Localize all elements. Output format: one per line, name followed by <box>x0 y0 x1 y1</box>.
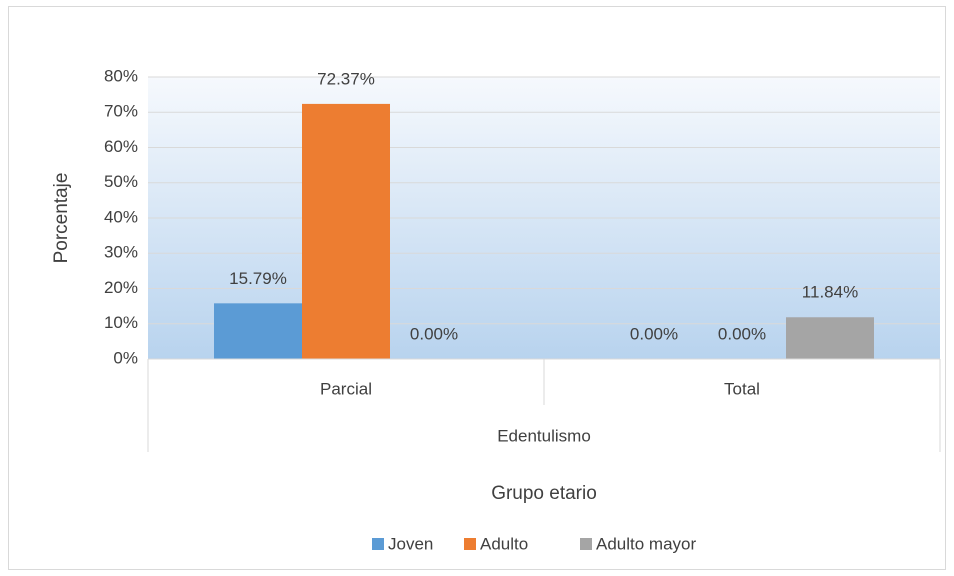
legend-label: Joven <box>388 534 433 553</box>
y-tick-label: 30% <box>104 243 138 262</box>
y-tick-label: 10% <box>104 313 138 332</box>
x-axis-title: Grupo etario <box>491 483 597 504</box>
y-tick-label: 60% <box>104 137 138 156</box>
data-label: 15.79% <box>229 269 287 288</box>
bar <box>214 303 302 359</box>
y-tick-label: 40% <box>104 207 138 226</box>
legend-swatch <box>372 538 384 550</box>
data-label: 72.37% <box>317 69 375 88</box>
y-tick-label: 80% <box>104 66 138 85</box>
y-tick-label: 50% <box>104 172 138 191</box>
y-tick-label: 0% <box>113 348 138 367</box>
group-label: Edentulismo <box>497 426 591 445</box>
data-label: 0.00% <box>718 324 766 343</box>
y-tick-label: 20% <box>104 278 138 297</box>
legend-swatch <box>580 538 592 550</box>
data-label: 0.00% <box>410 324 458 343</box>
bar <box>302 103 390 359</box>
y-tick-label: 70% <box>104 102 138 121</box>
x-tick-label: Parcial <box>320 379 372 398</box>
legend-swatch <box>464 538 476 550</box>
legend-label: Adulto <box>480 534 528 553</box>
data-label: 0.00% <box>630 324 678 343</box>
y-axis-title: Porcentaje <box>51 173 72 264</box>
data-label: 11.84% <box>802 283 858 302</box>
bar <box>786 317 874 359</box>
legend-label: Adulto mayor <box>596 534 696 553</box>
x-tick-label: Total <box>724 379 760 398</box>
